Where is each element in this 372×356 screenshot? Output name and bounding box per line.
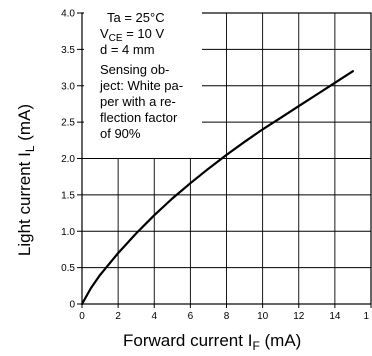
- y-tick-label: 0: [69, 300, 75, 311]
- x-axis-label-main: Forward current I: [123, 331, 252, 350]
- y-tick-label: 3.0: [61, 81, 75, 92]
- sensing-line-1: Sensing ob-: [100, 62, 169, 77]
- x-tick-label: 12: [293, 311, 305, 322]
- x-tick-label: 4: [151, 311, 157, 322]
- vce-symbol: V: [100, 26, 109, 41]
- x-axis-label-unit: (mA): [260, 331, 302, 350]
- x-tick-label: 6: [188, 311, 194, 322]
- sensing-line-2: ject: White pa-: [99, 78, 183, 93]
- sensing-line-3: per with a re-: [100, 94, 176, 109]
- ambient-temperature-note: Ta = 25°C: [107, 10, 165, 25]
- y-tick-label: 1.5: [61, 190, 75, 201]
- x-tick-label: 1: [363, 311, 369, 322]
- conditions-annotation: Ta = 25°C VCE = 10 V d = 4 mm Sensing ob…: [99, 10, 183, 141]
- y-axis-label-sub: L: [23, 145, 37, 152]
- x-tick-label: 0: [79, 311, 85, 322]
- x-tick-label: 10: [257, 311, 269, 322]
- x-tick-label: 2: [115, 311, 121, 322]
- vce-value: = 10 V: [123, 26, 165, 41]
- vce-note: VCE = 10 V: [100, 26, 164, 44]
- y-axis-label: Light current IL (mA): [15, 104, 37, 256]
- x-axis-label: Forward current IF (mA): [123, 331, 301, 353]
- x-axis-label-sub: F: [252, 339, 259, 353]
- y-axis-label-unit: (mA): [15, 104, 34, 146]
- distance-note: d = 4 mm: [100, 42, 155, 57]
- x-tick-label: 14: [329, 311, 341, 322]
- y-tick-label: 0.5: [61, 263, 75, 274]
- y-tick-label: 1.0: [61, 227, 75, 238]
- x-tick-label: 8: [224, 311, 230, 322]
- x-axis-ticks: 0 2 4 6 8 10 12 14 1: [79, 304, 372, 322]
- y-tick-label: 2.0: [61, 154, 75, 165]
- sensing-line-4: flection factor: [100, 110, 178, 125]
- vce-subscript: CE: [109, 33, 123, 44]
- annotation-box: [84, 10, 202, 158]
- y-tick-label: 3.5: [61, 45, 75, 56]
- y-axis-label-main: Light current I: [15, 152, 34, 256]
- y-tick-label: 4.0: [61, 9, 75, 20]
- light-current-curve: [80, 70, 354, 306]
- y-axis-ticks: 0 0.5 1.0 1.5 2.0 2.5 3.0 3.5 4.0: [61, 9, 82, 311]
- sensing-line-5: of 90%: [100, 126, 141, 141]
- y-tick-label: 2.5: [61, 118, 75, 129]
